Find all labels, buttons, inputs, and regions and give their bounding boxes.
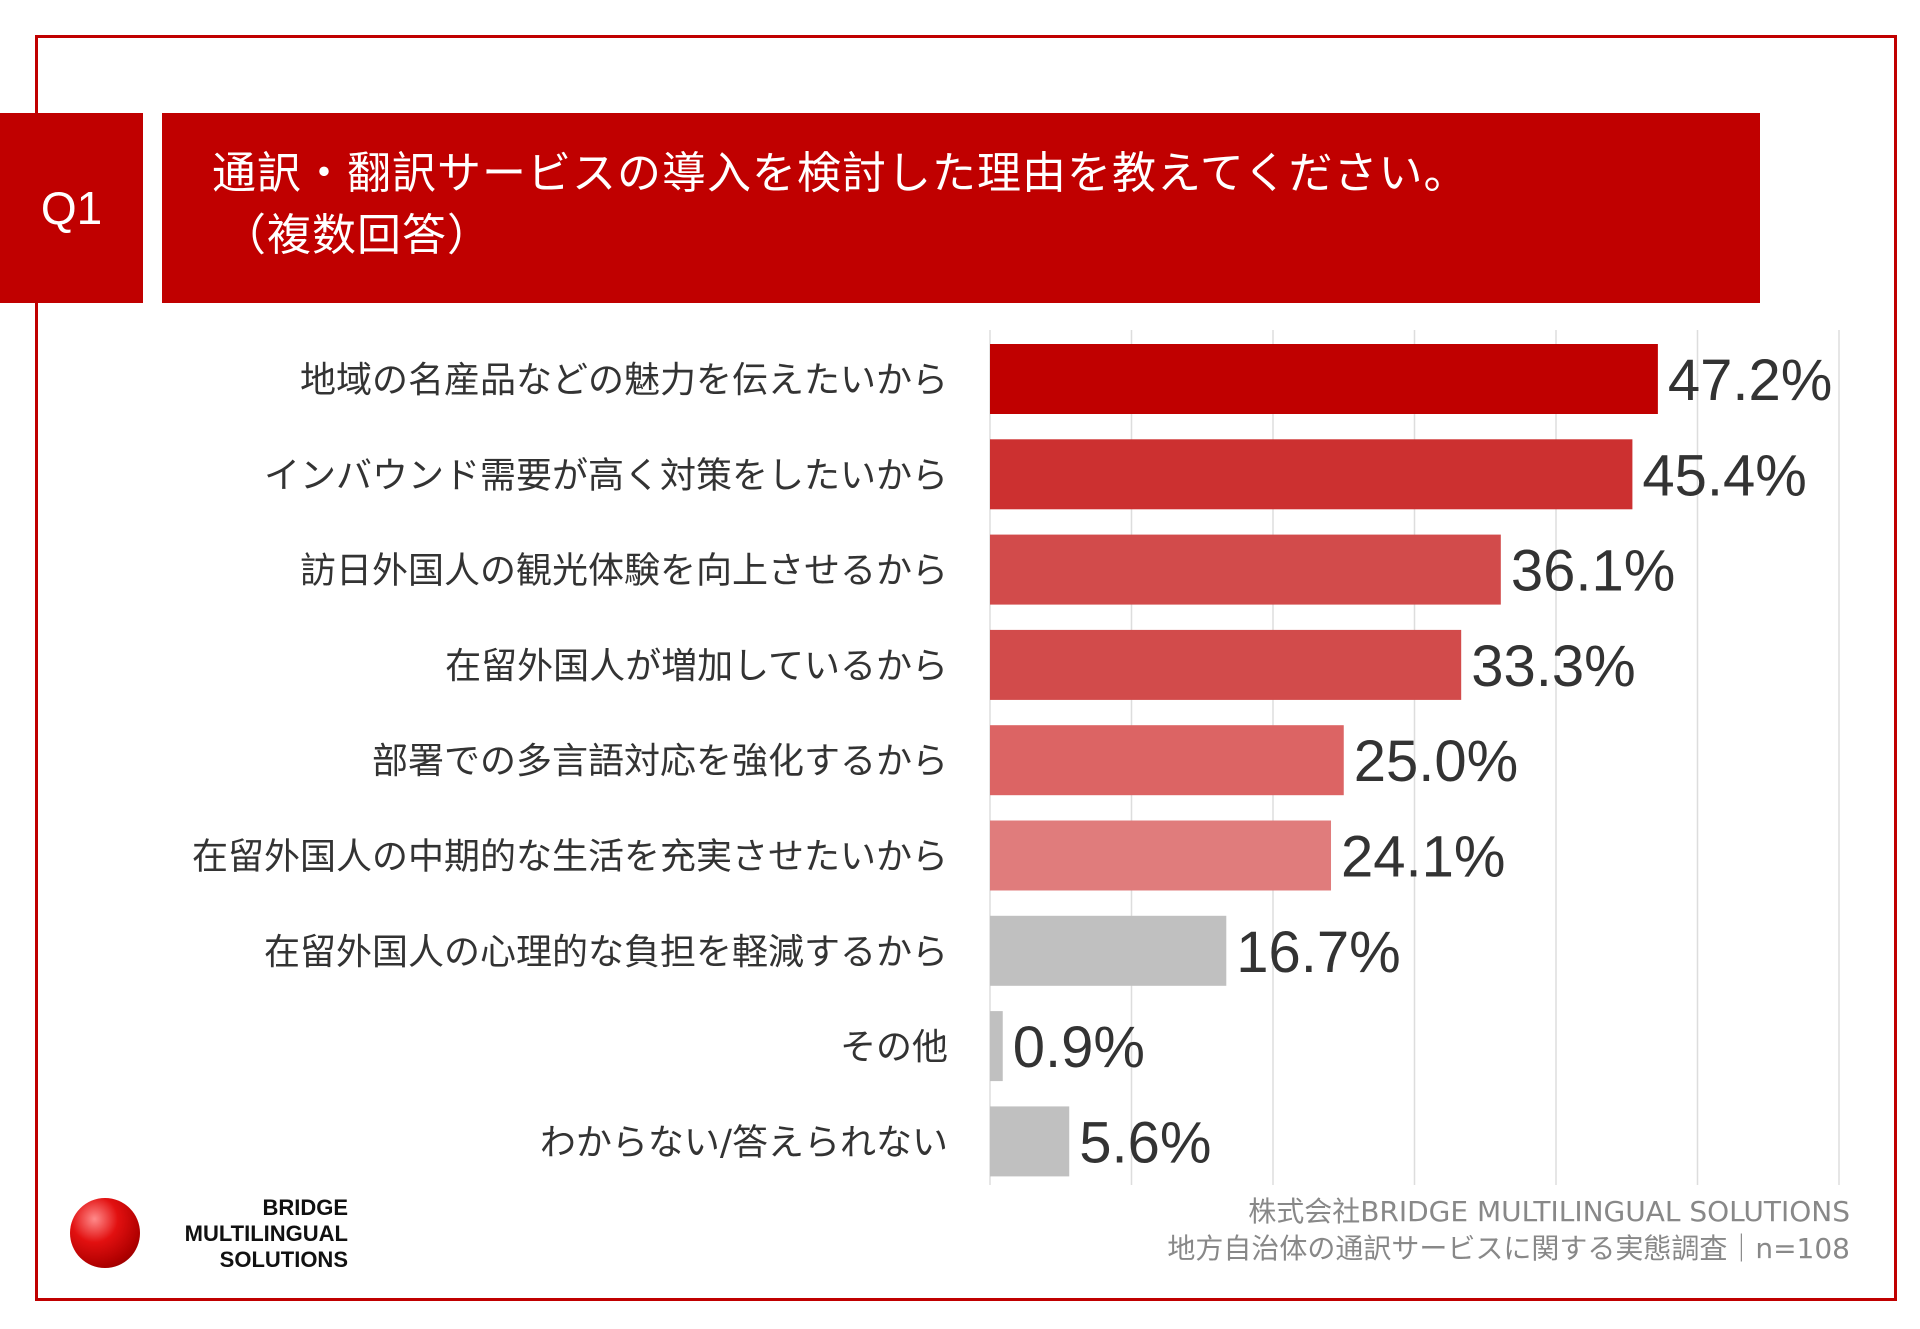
footer-credit: 株式会社BRIDGE MULTILINGUAL SOLUTIONS 地方自治体の… — [1167, 1193, 1850, 1267]
category-label: その他 — [840, 1027, 948, 1068]
value-label: 0.9% — [1013, 1015, 1145, 1080]
category-label: わからない/答えられない — [540, 1122, 948, 1163]
bar — [990, 1011, 1003, 1082]
bar — [990, 1106, 1070, 1177]
category-label: 部署での多言語対応を強化するから — [372, 741, 948, 782]
value-label: 5.6% — [1079, 1110, 1211, 1175]
question-title-box: 通訳・翻訳サービスの導入を検討した理由を教えてください。 （複数回答） — [162, 113, 1760, 303]
category-label: 訪日外国人の観光体験を向上させるから — [300, 551, 948, 592]
chart-bars — [990, 344, 1658, 1177]
outer-frame — [35, 35, 1897, 1301]
chart-category-labels: 地域の名産品などの魅力を伝えたいからインバウンド需要が高く対策をしたいから訪日外… — [192, 360, 948, 1163]
value-label: 24.1% — [1341, 825, 1505, 890]
bar — [990, 915, 1227, 986]
category-label: 在留外国人が増加しているから — [445, 646, 948, 687]
value-label: 47.2% — [1668, 348, 1832, 413]
company-logo: BRIDGE MULTILINGUAL SOLUTIONS — [70, 1195, 350, 1275]
bar — [990, 534, 1501, 605]
bar — [990, 725, 1344, 796]
category-label: 在留外国人の中期的な生活を充実させたいから — [192, 837, 948, 878]
value-label: 36.1% — [1511, 539, 1675, 604]
value-label: 16.7% — [1236, 920, 1400, 985]
bar — [990, 629, 1462, 700]
bar — [990, 820, 1332, 891]
question-subtitle: （複数回答） — [222, 210, 492, 261]
value-label: 25.0% — [1354, 729, 1518, 794]
question-title: 通訳・翻訳サービスの導入を検討した理由を教えてください。 — [212, 148, 1469, 199]
bar — [990, 439, 1633, 510]
value-label: 45.4% — [1642, 443, 1806, 508]
logo-line-1: BRIDGE — [262, 1195, 348, 1220]
logo-ball-icon — [70, 1198, 140, 1268]
logo-line-2: MULTILINGUAL — [184, 1221, 348, 1246]
chart-value-labels: 47.2% 45.4% 36.1% 33.3% 25.0% 24.1% 16.7% 0.9% 5… — [1013, 348, 1833, 1175]
category-label: インバウンド需要が高く対策をしたいから — [264, 455, 948, 496]
value-label: 33.3% — [1471, 634, 1635, 699]
category-label: 在留外国人の心理的な負担を軽減するから — [264, 932, 948, 973]
logo-text: BRIDGE MULTILINGUAL SOLUTIONS — [148, 1195, 348, 1273]
logo-line-3: SOLUTIONS — [219, 1247, 348, 1272]
category-label: 地域の名産品などの魅力を伝えたいから — [300, 360, 948, 401]
bar — [990, 344, 1658, 414]
footer-company: 株式会社BRIDGE MULTILINGUAL SOLUTIONS — [1248, 1195, 1850, 1228]
question-badge: Q1 — [0, 113, 143, 303]
footer-survey: 地方自治体の通訳サービスに関する実態調査｜n=108 — [1167, 1232, 1850, 1265]
